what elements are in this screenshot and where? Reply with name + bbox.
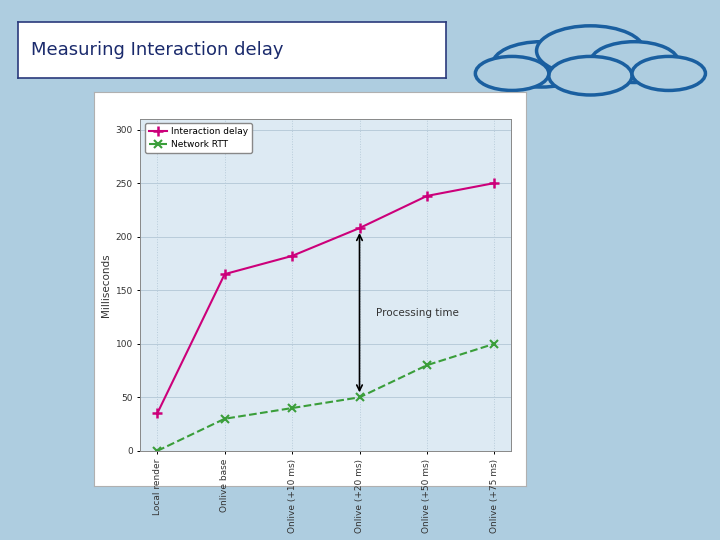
Line: Network RTT: Network RTT [153, 340, 498, 455]
Network RTT [490, 341, 499, 347]
Network RTT [423, 362, 431, 368]
Network RTT [153, 448, 161, 454]
Circle shape [549, 56, 632, 95]
Text: Measuring Interaction delay: Measuring Interaction delay [31, 41, 284, 59]
Network RTT [288, 405, 297, 411]
Interaction delay [288, 253, 297, 259]
Interaction delay [153, 410, 161, 417]
Circle shape [590, 42, 678, 83]
Y-axis label: Milliseconds: Milliseconds [102, 253, 112, 316]
Circle shape [475, 56, 549, 91]
Network RTT [355, 394, 364, 401]
Circle shape [492, 42, 590, 87]
Line: Interaction delay: Interaction delay [153, 178, 499, 418]
Interaction delay [220, 271, 229, 278]
Legend: Interaction delay, Network RTT: Interaction delay, Network RTT [145, 123, 252, 153]
Interaction delay [355, 225, 364, 231]
Circle shape [536, 26, 644, 76]
Text: Processing time: Processing time [377, 308, 459, 318]
Interaction delay [423, 193, 431, 199]
Interaction delay [490, 180, 499, 186]
Network RTT [220, 415, 229, 422]
Circle shape [632, 56, 706, 91]
